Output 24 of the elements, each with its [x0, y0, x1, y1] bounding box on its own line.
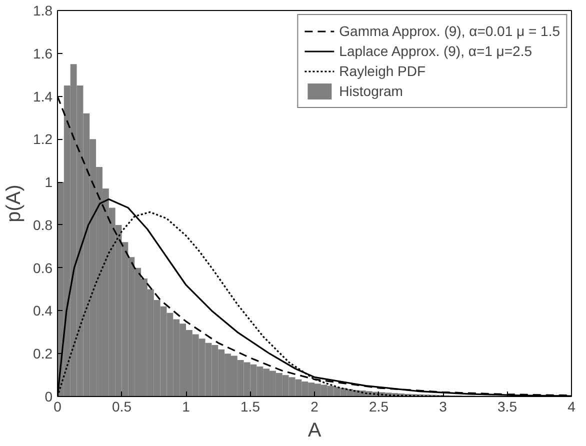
- x-tick-label: 3: [439, 398, 448, 414]
- y-tick-label: 0: [44, 388, 53, 404]
- y-tick-label: 1: [44, 174, 53, 190]
- y-tick-label: 0.4: [33, 302, 53, 319]
- y-tick-label: 0.6: [33, 260, 53, 276]
- x-tick-label: 2: [310, 398, 319, 414]
- y-axis-title: p(A): [3, 184, 26, 222]
- y-tick-label: 0.2: [33, 346, 53, 362]
- y-tick-label: 1.4: [33, 88, 53, 104]
- y-tick-label: 1.8: [33, 2, 53, 18]
- x-axis-title: A: [308, 420, 322, 442]
- y-tick-label: 1.2: [33, 131, 53, 148]
- y-tick-label: 0.8: [33, 216, 53, 233]
- x-tick-label: 2.5: [369, 398, 389, 414]
- x-tick-label: 3.5: [498, 398, 518, 414]
- x-tick-label: 4: [568, 398, 576, 414]
- legend-label: Laplace Approx. (9), α=1 μ=2.5: [339, 43, 532, 59]
- legend-label: Gamma Approx. (9), α=0.01 μ = 1.5: [339, 23, 560, 39]
- legend-label: Histogram: [339, 83, 403, 99]
- y-tick-label: 1.6: [33, 45, 53, 62]
- x-tick-label: 1: [182, 398, 190, 414]
- x-tick-label: 1.5: [240, 398, 260, 414]
- x-tick-label: 0.5: [112, 398, 132, 414]
- legend-label: Rayleigh PDF: [339, 63, 426, 79]
